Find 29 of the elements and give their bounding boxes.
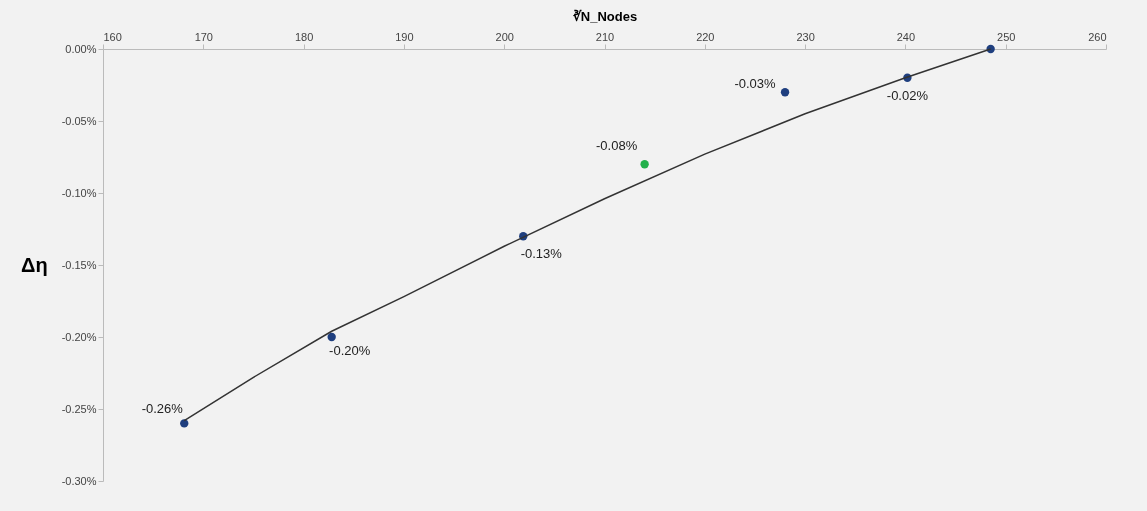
y-tick-label: -0.30% bbox=[61, 474, 97, 487]
x-tick-label: 210 bbox=[595, 30, 615, 43]
point bbox=[327, 332, 336, 342]
y-tick-label: -0.10% bbox=[61, 186, 97, 199]
y-axis-title: Δη bbox=[21, 253, 48, 276]
data-label: -0.08% bbox=[596, 138, 638, 154]
x-tick-label: 180 bbox=[294, 30, 314, 43]
x-tick-label: 160 bbox=[103, 30, 122, 43]
data-label: -0.20% bbox=[329, 343, 371, 358]
x-tick-label: 230 bbox=[796, 30, 815, 43]
point bbox=[640, 160, 649, 169]
data-label: -0.02% bbox=[886, 87, 929, 103]
x-tick-label: 250 bbox=[997, 30, 1016, 43]
x-tick-label: 170 bbox=[194, 30, 213, 43]
y-tick-label: -0.20% bbox=[61, 330, 97, 343]
y-tick-label: -0.15% bbox=[61, 258, 97, 271]
x-tick-label: 260 bbox=[1088, 30, 1107, 43]
y-tick-label: 0.00% bbox=[65, 42, 97, 55]
x-tick-label: 240 bbox=[896, 30, 916, 43]
x-axis-title: ∛N_Nodes bbox=[572, 8, 638, 24]
data-label: -0.13% bbox=[520, 246, 563, 262]
x-tick-label: 220 bbox=[696, 30, 715, 43]
data-label: -0.26% bbox=[141, 401, 184, 417]
point bbox=[780, 88, 790, 97]
y-tick-label: -0.25% bbox=[61, 402, 97, 415]
y-tick-label: -0.05% bbox=[61, 114, 97, 127]
x-tick-label: 200 bbox=[495, 30, 514, 43]
x-tick-label: 190 bbox=[395, 30, 414, 43]
data-label: -0.03% bbox=[734, 76, 777, 92]
